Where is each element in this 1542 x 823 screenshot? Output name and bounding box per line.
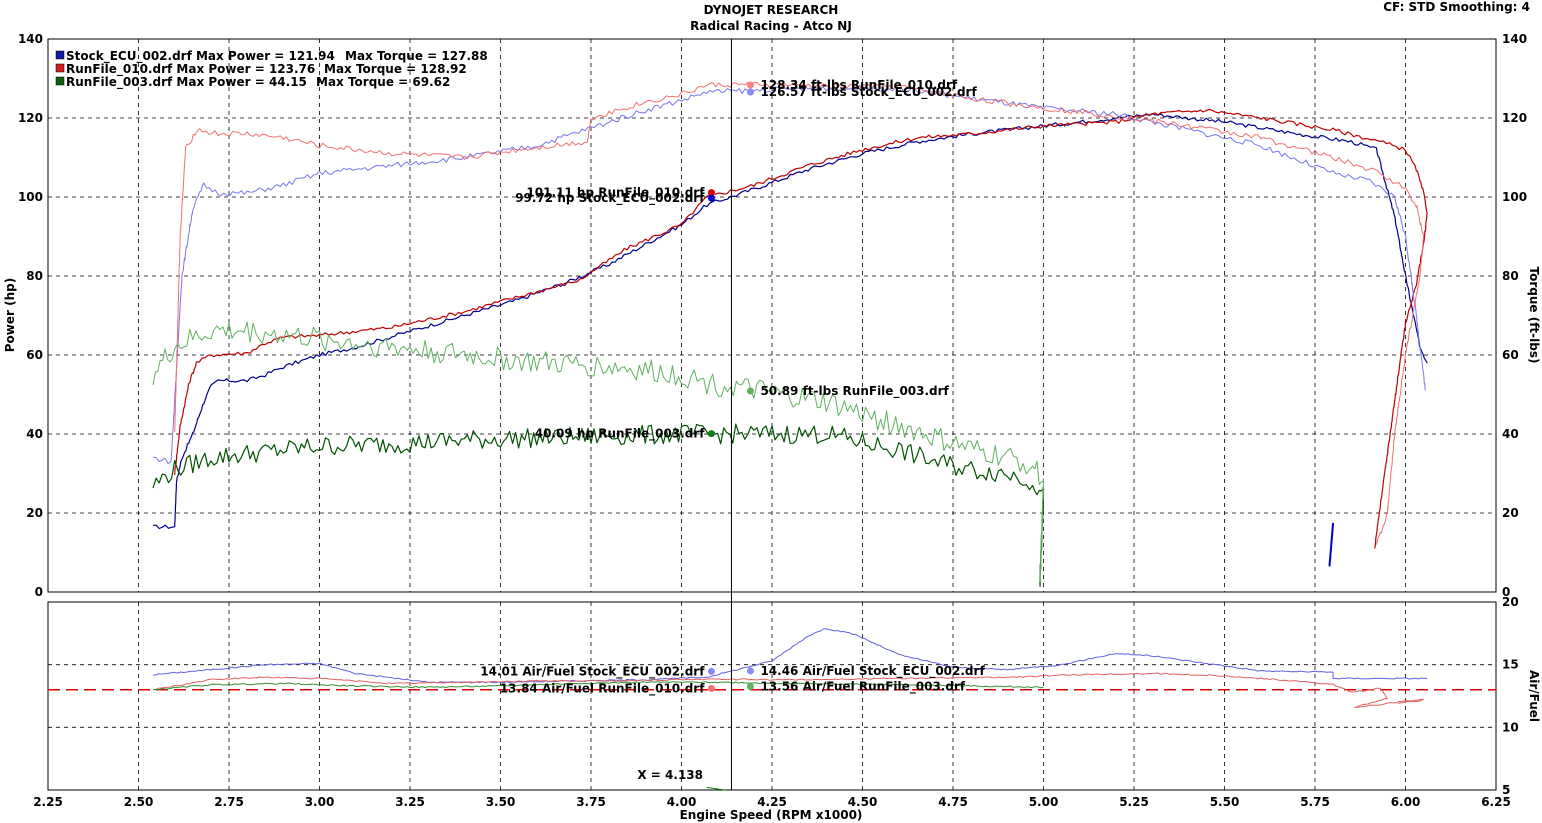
annotation-label: 128.34 ft-lbs RunFile_010.drf [760,78,957,93]
series-line [152,113,1428,530]
x-tick-label: 2.50 [124,795,154,809]
series-line [152,321,1044,583]
legend-entry-power: Stock_ECU_002.drf Max Power = 121.94 [66,49,335,64]
air-fuel-plot-frame [47,601,1497,791]
power-tick-label: 100 [18,190,43,204]
legend-entry-torque: Max Torque = 69.62 [316,75,450,89]
x-tick-label: 4.25 [757,795,787,809]
series-line [152,672,1425,709]
series-line [152,628,1428,684]
annotation-marker [746,667,754,675]
annotation-label: 13.56 Air/Fuel RunFile_003.drf [760,680,965,695]
annotation-label: 99.72 hp Stock_ECU_002.drf [515,191,705,206]
power-tick-label: 0 [35,585,43,599]
x-tick-label: 4.50 [848,795,878,809]
annotation-marker [746,387,754,395]
series-line [174,108,1428,549]
x-tick-label: 6.25 [1481,795,1511,809]
series-line [174,81,1425,545]
air-fuel-tick-label: 15 [1502,658,1519,672]
air-fuel-tick-label: 20 [1502,595,1519,609]
series-line [1328,522,1335,567]
chart-title: DYNOJET RESEARCH [704,3,839,17]
power-tick-label: 40 [26,427,43,441]
annotation-label: 13.84 Air/Fuel RunFile_010.drf [500,681,705,696]
air-fuel-tick-label: 10 [1502,720,1519,734]
power-tick-label: 80 [26,269,43,283]
x-tick-label: 5.25 [1119,795,1149,809]
air-fuel-series [152,628,1428,791]
annotation-marker [746,683,754,691]
annotation-marker [746,81,754,89]
legend-swatch [55,76,65,86]
x-tick-label: 5.00 [1029,795,1059,809]
legend-swatch [55,50,65,60]
torque-axis-label: Torque (ft-lbs) [1527,267,1541,364]
legend-entry-power: RunFile_010.drf Max Power = 123.76 [66,62,315,77]
annotation-label: 14.01 Air/Fuel Stock_ECU_002.drf [480,664,705,679]
series-line [152,681,1044,691]
power-torque-series [152,81,1428,587]
power-torque-grid [48,39,1496,592]
power-axis-label: Power (hp) [3,278,17,352]
annotation-label: 40.09 hp RunFile_003.drf [535,427,705,442]
annotation-marker [707,430,715,438]
annotation-label: 126.57 ft-lbs Stock_ECU_002.drf [760,85,977,100]
legend-swatch [55,63,65,73]
power-tick-label: 60 [26,348,43,362]
legend-entry-torque: Max Torque = 128.92 [324,62,467,76]
annotation-marker [707,189,715,197]
annotation-label: 101.11 hp RunFile_010.drf [526,186,705,201]
power-tick-label: 120 [18,111,43,125]
x-tick-label: 3.00 [305,795,335,809]
x-tick-label: 2.75 [214,795,244,809]
annotation-label: 14.46 Air/Fuel Stock_ECU_002.drf [760,664,985,679]
x-tick-label: 5.75 [1300,795,1330,809]
x-tick-label: 3.25 [395,795,425,809]
x-tick-label: 6.00 [1391,795,1421,809]
x-tick-labels: 2.25 2.50 2.75 3.00 3.25 3.50 3.75 4.00 4.25 4.50… [33,795,1511,809]
annotation-marker [707,684,715,692]
x-tick-label: 3.75 [576,795,606,809]
x-tick-label: 5.50 [1210,795,1240,809]
torque-tick-label: 60 [1502,348,1519,362]
annotation-marker [746,88,754,96]
annotation-marker [707,194,715,202]
cursor-x-readout: X = 4.138 [637,768,703,782]
chart-subtitle: Radical Racing - Atco NJ [690,19,852,33]
series-line [152,423,1045,587]
torque-tick-label: 20 [1502,506,1519,520]
series-line [706,787,725,791]
series-line [152,85,1426,465]
air-fuel-tick-label: 5 [1502,783,1510,797]
torque-tick-label: 120 [1502,111,1527,125]
legend-entry-torque: Max Torque = 127.88 [345,49,488,63]
power-tick-label: 20 [26,506,43,520]
x-tick-label: 4.00 [667,795,697,809]
torque-tick-labels: 0 20 40 60 80 100 120 140 [1502,32,1527,599]
annotation-marker [707,667,715,675]
x-tick-label: 2.25 [33,795,63,809]
x-axis-label: Engine Speed (RPM x1000) [680,808,863,822]
air-fuel-axis-label: Air/Fuel [1527,670,1541,722]
air-fuel-tick-labels: 5 10 15 20 [1502,595,1519,797]
torque-tick-label: 80 [1502,269,1519,283]
power-tick-labels: 0 20 40 60 80 100 120 140 [18,32,43,599]
torque-tick-label: 140 [1502,32,1527,46]
annotation-label: 50.89 ft-lbs RunFile_003.drf [760,384,949,399]
power-tick-label: 140 [18,32,43,46]
torque-tick-label: 0 [1502,585,1510,599]
x-tick-label: 3.50 [486,795,516,809]
air-fuel-grid [48,602,1496,790]
legend: Stock_ECU_002.drf Max Power = 121.94 Max… [55,49,488,90]
legend-entry-power: RunFile_003.drf Max Power = 44.15 [66,75,307,90]
torque-tick-label: 100 [1502,190,1527,204]
x-tick-label: 4.75 [938,795,968,809]
settings-label: CF: STD Smoothing: 4 [1383,0,1530,14]
torque-tick-label: 40 [1502,427,1519,441]
